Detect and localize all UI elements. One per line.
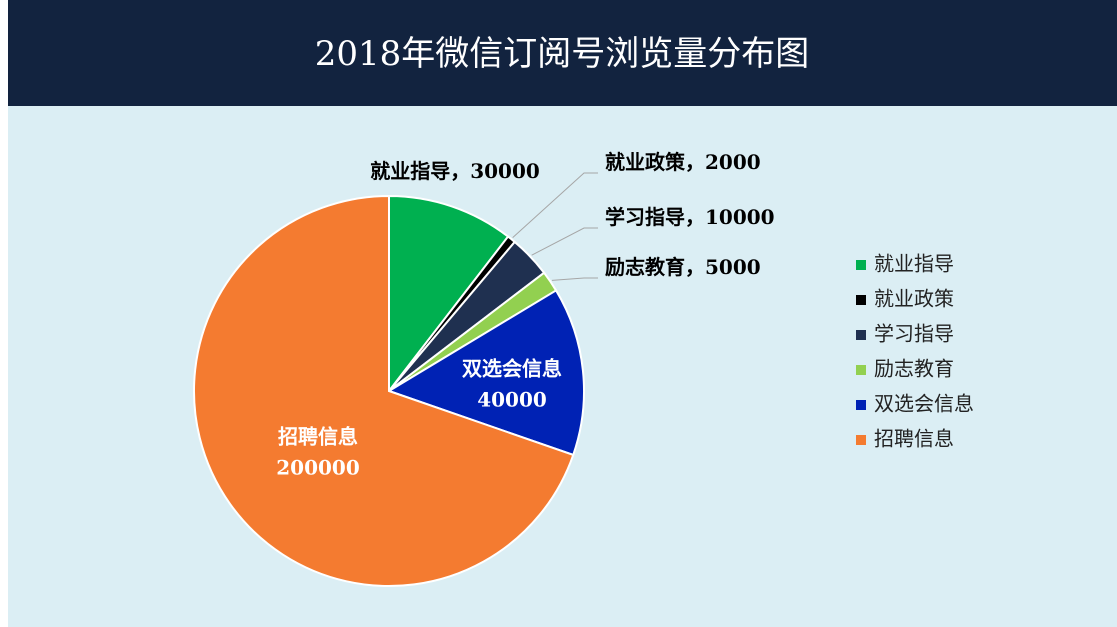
chart-title: 2018年微信订阅号浏览量分布图 bbox=[315, 34, 810, 74]
pie-slice bbox=[193, 194, 575, 587]
data-label-name: 双选会信息 bbox=[462, 357, 562, 381]
data-label-value: 5000 bbox=[705, 255, 761, 279]
data-label-value: 30000 bbox=[470, 159, 540, 183]
data-label: 学习指导，10000 bbox=[605, 205, 775, 229]
data-label-value: 2000 bbox=[705, 150, 761, 174]
data-label-name: 励志教育 bbox=[605, 255, 685, 279]
data-label-separator: ， bbox=[685, 150, 705, 174]
data-label-separator: ， bbox=[450, 159, 470, 183]
legend-label: 就业政策 bbox=[874, 287, 954, 311]
data-label-name: 学习指导 bbox=[605, 205, 685, 229]
data-label: 就业政策，2000 bbox=[605, 150, 761, 174]
data-label-value: 40000 bbox=[477, 388, 547, 412]
legend-swatch bbox=[856, 435, 866, 445]
legend-swatch bbox=[856, 400, 866, 410]
pie-slice bbox=[386, 289, 585, 457]
leader-line bbox=[551, 277, 598, 281]
pie-slice bbox=[388, 194, 510, 394]
data-label-separator: ， bbox=[685, 255, 705, 279]
legend-label: 招聘信息 bbox=[874, 427, 954, 451]
leader-line bbox=[512, 172, 598, 239]
data-label: 励志教育，5000 bbox=[605, 255, 761, 279]
data-label-separator: ， bbox=[685, 205, 705, 229]
legend-swatch bbox=[856, 260, 866, 270]
legend-label: 学习指导 bbox=[874, 322, 954, 346]
legend-label: 双选会信息 bbox=[874, 392, 974, 416]
data-label-name: 招聘信息 bbox=[278, 425, 358, 449]
legend-swatch bbox=[856, 365, 866, 375]
legend-swatch bbox=[856, 330, 866, 340]
leader-line bbox=[531, 227, 598, 256]
legend-swatch bbox=[856, 295, 866, 305]
data-label-name: 就业指导 bbox=[370, 159, 450, 183]
data-label-value: 10000 bbox=[705, 205, 775, 229]
data-label-value: 200000 bbox=[276, 456, 360, 480]
data-label: 就业指导，30000 bbox=[370, 159, 540, 183]
legend-label: 就业指导 bbox=[874, 252, 954, 276]
title-band bbox=[8, 0, 1117, 106]
data-label-name: 就业政策 bbox=[605, 150, 686, 174]
legend-label: 励志教育 bbox=[874, 357, 954, 381]
